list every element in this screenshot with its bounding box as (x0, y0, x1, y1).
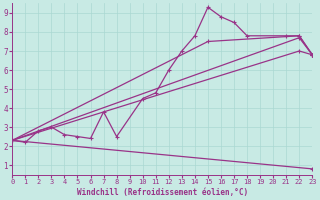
X-axis label: Windchill (Refroidissement éolien,°C): Windchill (Refroidissement éolien,°C) (77, 188, 248, 197)
